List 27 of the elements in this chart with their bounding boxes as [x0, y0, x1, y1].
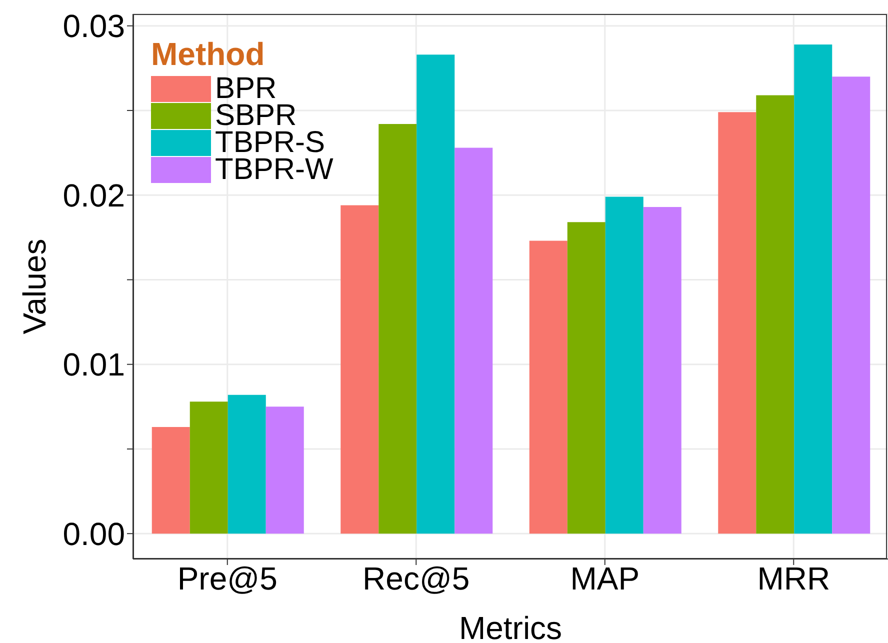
bar: [340, 205, 379, 534]
bar: [416, 54, 455, 534]
y-tick-label: 0.03: [62, 8, 125, 44]
y-tick-label: 0.02: [62, 177, 125, 214]
x-tick-label: Rec@5: [362, 560, 470, 597]
x-axis-title: Metrics: [458, 610, 562, 643]
bar: [718, 112, 756, 534]
x-tick-label: MRR: [757, 560, 830, 597]
bar: [454, 148, 493, 534]
y-tick-label: 0.00: [62, 516, 125, 552]
bar: [266, 406, 304, 534]
bar: [832, 76, 870, 534]
bar: [378, 124, 417, 534]
y-tick-label: 0.01: [62, 346, 125, 383]
bar: [756, 95, 794, 534]
bar: [605, 196, 644, 534]
bar: [529, 240, 568, 534]
bar: [228, 394, 266, 534]
bar: [643, 206, 682, 534]
bar: [152, 426, 190, 534]
bar: [190, 402, 228, 534]
x-tick-label: MAP: [570, 560, 640, 597]
x-tick-label: Pre@5: [177, 560, 278, 597]
y-axis-title: Values: [16, 238, 52, 334]
bar: [794, 44, 832, 534]
bar: [567, 222, 606, 534]
legend-title: Method: [151, 36, 266, 73]
